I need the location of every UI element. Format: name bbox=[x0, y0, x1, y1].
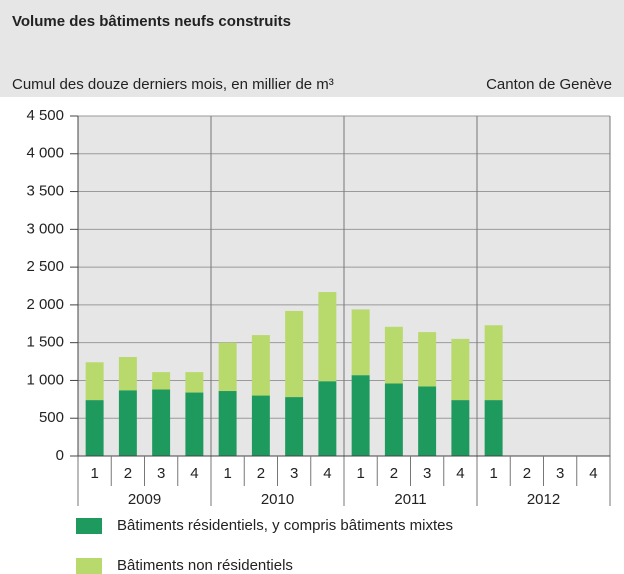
x-tick-label: 3 bbox=[423, 465, 431, 482]
x-tick-label: 3 bbox=[157, 465, 165, 482]
x-tick-label: 3 bbox=[290, 465, 298, 482]
bar-segment bbox=[152, 389, 171, 456]
x-tick-label: 2 bbox=[390, 465, 398, 482]
year-label: 2011 bbox=[394, 491, 426, 508]
y-tick-label: 0 bbox=[56, 447, 64, 464]
x-tick-label: 1 bbox=[489, 465, 497, 482]
bar-segment bbox=[118, 357, 137, 391]
x-tick-label: 2 bbox=[257, 465, 265, 482]
bar-segment bbox=[85, 400, 104, 456]
bar-segment bbox=[285, 397, 304, 456]
bar-segment bbox=[484, 400, 503, 456]
y-tick-label: 2 500 bbox=[26, 258, 64, 275]
y-tick-label: 4 000 bbox=[26, 145, 64, 162]
y-tick-label: 1 000 bbox=[26, 371, 64, 388]
legend-label: Bâtiments non résidentiels bbox=[117, 557, 293, 574]
chart-title: Volume des bâtiments neufs construits bbox=[12, 13, 291, 30]
bar-segment bbox=[85, 362, 104, 401]
x-tick-label: 2 bbox=[124, 465, 132, 482]
x-tick-label: 4 bbox=[190, 465, 198, 482]
x-tick-label: 1 bbox=[356, 465, 364, 482]
y-tick-label: 500 bbox=[39, 409, 64, 426]
header-band bbox=[0, 0, 624, 97]
legend-label: Bâtiments résidentiels, y compris bâtime… bbox=[117, 517, 453, 534]
bar-segment bbox=[384, 383, 403, 456]
legend-swatch bbox=[76, 518, 102, 534]
bar-segment bbox=[152, 372, 171, 390]
bar-segment bbox=[451, 400, 470, 456]
bar-segment bbox=[185, 392, 204, 456]
bar-segment bbox=[251, 395, 270, 456]
bar-segment bbox=[218, 391, 237, 456]
y-tick-label: 1 500 bbox=[26, 334, 64, 351]
bar-segment bbox=[351, 309, 370, 376]
x-tick-label: 1 bbox=[223, 465, 231, 482]
y-tick-label: 3 000 bbox=[26, 220, 64, 237]
year-label: 2010 bbox=[261, 491, 294, 508]
bar-segment bbox=[384, 326, 403, 384]
x-tick-label: 4 bbox=[456, 465, 464, 482]
y-tick-label: 3 500 bbox=[26, 183, 64, 200]
bar-segment bbox=[351, 375, 370, 456]
bar-segment bbox=[118, 390, 137, 456]
y-tick-label: 2 000 bbox=[26, 296, 64, 313]
x-tick-label: 1 bbox=[90, 465, 98, 482]
x-tick-label: 4 bbox=[323, 465, 331, 482]
x-tick-label: 4 bbox=[589, 465, 597, 482]
y-tick-label: 4 500 bbox=[26, 107, 64, 124]
legend-swatch bbox=[76, 558, 102, 574]
bar-segment bbox=[451, 338, 470, 401]
x-tick-label: 2 bbox=[523, 465, 531, 482]
bar-segment bbox=[418, 332, 437, 387]
bar-segment bbox=[251, 335, 270, 396]
x-tick-label: 3 bbox=[556, 465, 564, 482]
bar-segment bbox=[218, 342, 237, 392]
year-label: 2012 bbox=[527, 491, 560, 508]
year-label: 2009 bbox=[128, 491, 161, 508]
bar-segment bbox=[418, 386, 437, 456]
bar-segment bbox=[484, 325, 503, 401]
bar-segment bbox=[185, 372, 204, 393]
region: Canton de Genève bbox=[486, 76, 612, 93]
bar-segment bbox=[318, 292, 337, 382]
bar-segment bbox=[285, 310, 304, 398]
chart-subtitle: Cumul des douze derniers mois, en millie… bbox=[12, 76, 334, 93]
bar-segment bbox=[318, 381, 337, 456]
